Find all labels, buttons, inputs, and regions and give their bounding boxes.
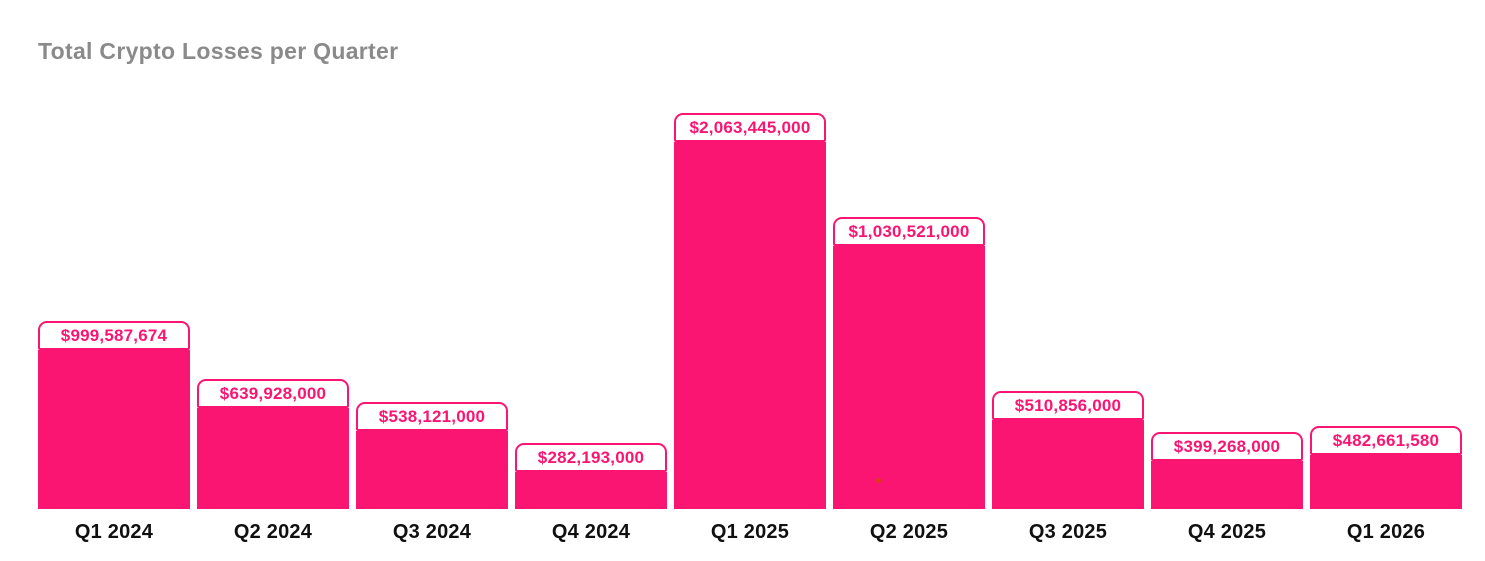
- bar-value-badge: $399,268,000: [1151, 432, 1303, 461]
- bar-value-badge: $2,063,445,000: [674, 113, 826, 142]
- bar-group: $1,030,521,000 Q2 2025: [833, 217, 985, 543]
- x-axis-label: Q4 2024: [551, 521, 631, 543]
- bar-value-badge: $639,928,000: [197, 379, 349, 408]
- x-axis-label: Q2 2024: [233, 521, 313, 543]
- bar: [515, 472, 667, 509]
- x-axis-label: Q1 2026: [1346, 521, 1426, 543]
- bar: [356, 431, 508, 509]
- bar: [38, 350, 190, 509]
- bar-group: $999,587,674 Q1 2024: [38, 321, 190, 543]
- bar-group: $399,268,000 Q4 2025: [1151, 432, 1303, 543]
- chart-title: Total Crypto Losses per Quarter: [38, 38, 399, 64]
- x-axis-label: Q1 2024: [74, 521, 154, 543]
- bar-value-badge: $282,193,000: [515, 443, 667, 472]
- plot-area: $999,587,674 Q1 2024 $639,928,000 Q2 2024 $5…: [38, 113, 1462, 543]
- bar-group: $282,193,000 Q4 2024: [515, 443, 667, 543]
- bar-value-badge: $510,856,000: [992, 391, 1144, 420]
- bar-value-badge: $999,587,674: [38, 321, 190, 350]
- bar-value-badge: $538,121,000: [356, 402, 508, 431]
- bar-group: $510,856,000 Q3 2025: [992, 391, 1144, 543]
- stray-red-dot: [876, 478, 881, 483]
- x-axis-label: Q1 2025: [710, 521, 790, 543]
- bar: [833, 246, 985, 509]
- x-axis-label: Q3 2025: [1028, 521, 1108, 543]
- x-axis-label: Q3 2024: [392, 521, 472, 543]
- bar-value-badge: $482,661,580: [1310, 426, 1462, 455]
- bar: [992, 420, 1144, 509]
- bar: [674, 142, 826, 509]
- bar: [1151, 461, 1303, 509]
- bar-group: $482,661,580 Q1 2026: [1310, 426, 1462, 543]
- bar-group: $2,063,445,000 Q1 2025: [674, 113, 826, 543]
- bar: [1310, 455, 1462, 509]
- bar: [197, 408, 349, 509]
- x-axis-label: Q2 2025: [869, 521, 949, 543]
- bar-group: $639,928,000 Q2 2024: [197, 379, 349, 543]
- bar-value-badge: $1,030,521,000: [833, 217, 985, 246]
- x-axis-label: Q4 2025: [1187, 521, 1267, 543]
- bar-group: $538,121,000 Q3 2024: [356, 402, 508, 543]
